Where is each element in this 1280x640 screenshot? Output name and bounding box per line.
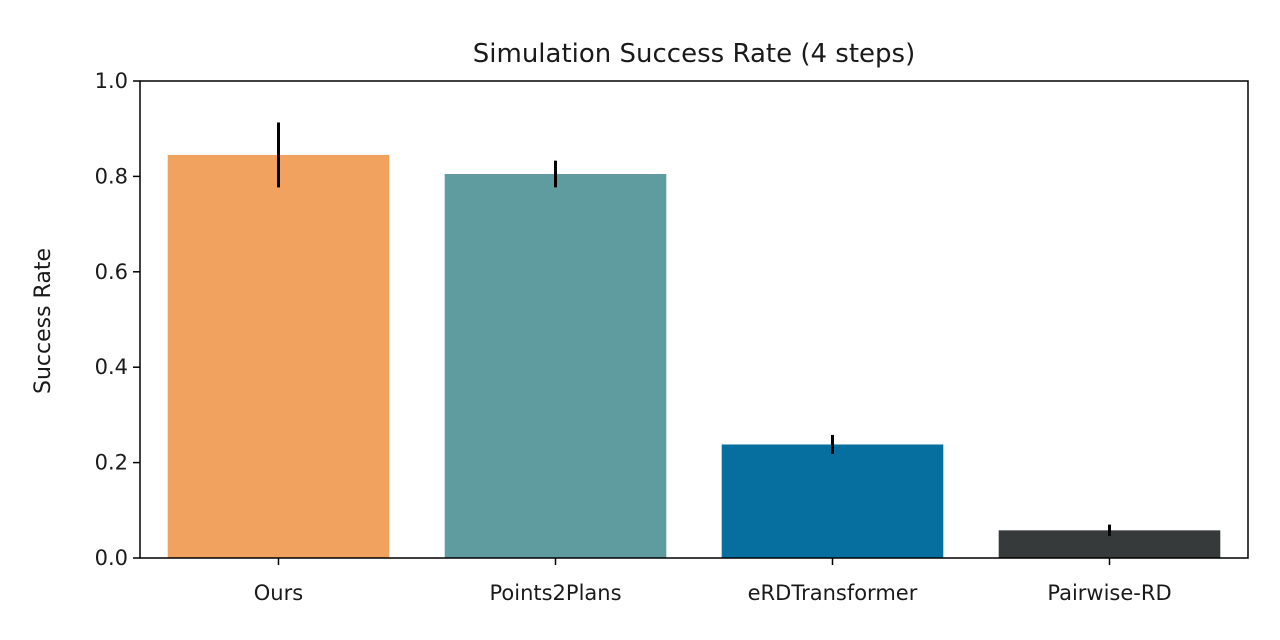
y-tick-label: 1.0: [95, 69, 128, 93]
y-tick-label: 0.2: [95, 451, 128, 475]
bar: [444, 174, 667, 558]
y-axis-title: Success Rate: [31, 248, 56, 394]
y-tick-label: 0.6: [95, 260, 128, 284]
y-tick-label: 0.8: [95, 164, 128, 188]
bar: [167, 154, 390, 558]
x-tick-label: Ours: [254, 581, 303, 605]
y-tick-label: 0.0: [95, 546, 128, 570]
bar: [721, 444, 944, 558]
x-tick-label: Pairwise-RD: [1047, 581, 1171, 605]
plot-frame: [139, 80, 1249, 559]
chart-title: Simulation Success Rate (4 steps): [473, 39, 915, 69]
y-tick-label: 0.4: [95, 355, 128, 379]
x-tick-label: eRDTransformer: [748, 581, 918, 605]
x-tick-label: Points2Plans: [489, 581, 621, 605]
plot-area: Ours Points2Plans eRDTransformer Pairwise-R…: [95, 69, 1249, 605]
